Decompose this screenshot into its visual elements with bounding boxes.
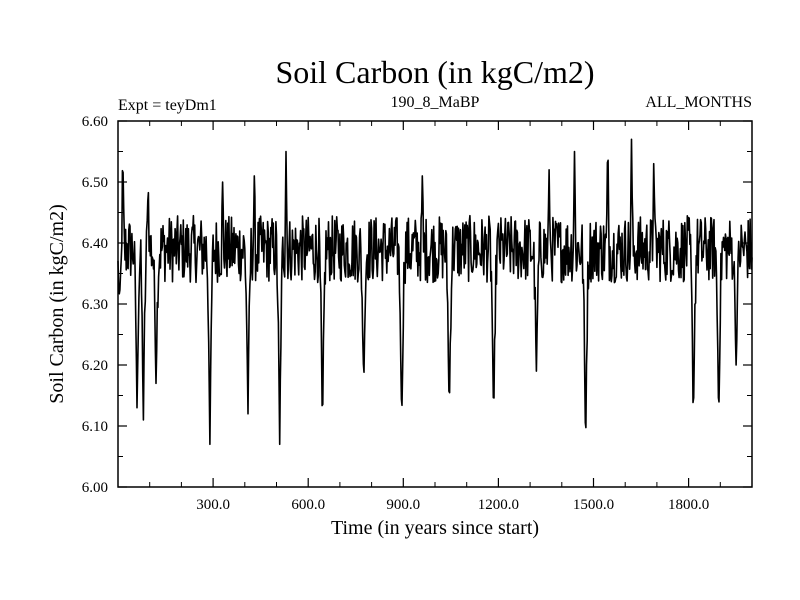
series-line-soil-carbon [117, 138, 753, 446]
y-tick-label: 6.10 [82, 419, 108, 435]
chart-title: Soil Carbon (in kgC/m2) [275, 54, 594, 90]
x-axis-label: Time (in years since start) [331, 517, 539, 539]
y-tick-label: 6.40 [82, 236, 108, 252]
y-tick-label: 6.30 [82, 297, 108, 313]
plot-area [117, 138, 753, 446]
y-axis-label: Soil Carbon (in kgC/m2) [46, 204, 68, 403]
x-tick-label: 1800.0 [668, 497, 709, 513]
plot-frame [117, 120, 753, 488]
months-label: ALL_MONTHS [645, 94, 752, 111]
x-axis: 300.0 600.0 900.0 1200.0 1500.0 1800.0 [149, 121, 721, 513]
x-tick-label: 1200.0 [478, 497, 519, 513]
x-tick-label: 900.0 [386, 497, 420, 513]
x-tick-label: 1500.0 [573, 497, 614, 513]
y-tick-label: 6.60 [82, 114, 108, 130]
x-tick-label: 300.0 [196, 497, 230, 513]
y-tick-label: 6.50 [82, 175, 108, 191]
experiment-label: Expt = teyDm1 [118, 97, 217, 114]
y-tick-label: 6.00 [82, 480, 108, 496]
y-tick-label: 6.20 [82, 358, 108, 374]
period-label: 190_8_MaBP [391, 94, 480, 111]
y-axis: 6.00 6.10 6.20 6.30 6.40 6.50 6.60 [82, 114, 752, 496]
x-tick-label: 600.0 [291, 497, 325, 513]
